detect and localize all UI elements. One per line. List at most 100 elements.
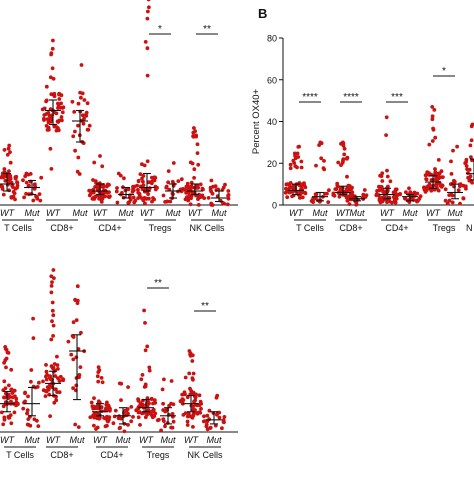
data-point: [296, 155, 301, 159]
data-point: [25, 408, 30, 412]
data-point: [296, 145, 301, 149]
data-point: [0, 410, 4, 415]
data-point: [49, 274, 54, 279]
group-label: T Cells: [6, 450, 34, 460]
data-point: [456, 188, 461, 193]
data-point: [138, 172, 143, 177]
data-point: [56, 128, 61, 133]
data-point: [74, 318, 79, 322]
data-point: [50, 46, 55, 51]
data-point: [122, 176, 126, 181]
data-point: [50, 308, 55, 313]
data-point: [225, 202, 230, 207]
data-point: [82, 98, 87, 102]
data-point: [147, 368, 152, 373]
data-point: [176, 179, 181, 184]
data-point: [185, 419, 190, 424]
data-point: [45, 127, 50, 132]
data-point: [39, 175, 44, 180]
data-point: [100, 164, 105, 169]
data-point: [450, 200, 455, 205]
data-point: [76, 425, 81, 429]
significance-label: **: [203, 24, 211, 35]
data-point: [44, 377, 49, 382]
data-point: [407, 186, 411, 191]
data-point: [162, 419, 166, 423]
data-point: [440, 183, 445, 188]
data-point: [25, 411, 30, 415]
genotype-label: Mut: [206, 435, 222, 445]
column-cd8--mut: [70, 63, 92, 176]
data-point: [469, 138, 474, 143]
data-point: [119, 381, 124, 386]
data-point: [185, 423, 190, 427]
data-point: [131, 184, 135, 189]
genotype-label: WT: [0, 208, 15, 218]
data-point: [74, 383, 79, 388]
y-tick-label: 80: [267, 34, 277, 44]
data-point: [208, 188, 213, 192]
data-point: [48, 75, 53, 80]
data-point: [323, 191, 327, 196]
genotype-label: Mut: [115, 435, 131, 445]
data-point: [44, 112, 49, 116]
data-point: [449, 159, 453, 164]
data-point: [321, 166, 326, 171]
data-point: [402, 196, 407, 201]
data-point: [46, 120, 51, 125]
data-point: [91, 178, 95, 182]
data-point: [433, 170, 438, 175]
genotype-label: Mut: [312, 208, 328, 218]
column-t-cells-wt: [0, 143, 20, 202]
data-point: [140, 162, 144, 167]
data-point: [430, 114, 435, 119]
data-point: [199, 406, 203, 411]
column-cd8--wt: [40, 38, 66, 171]
data-point: [167, 403, 172, 408]
data-point: [2, 167, 7, 171]
data-point: [434, 178, 439, 183]
data-point: [185, 414, 190, 419]
genotype-label: Mut: [72, 208, 88, 218]
data-point: [50, 66, 55, 71]
data-point: [87, 193, 92, 198]
data-point: [147, 365, 152, 370]
data-point: [146, 192, 151, 197]
data-point: [226, 196, 231, 201]
genotype-label: WT: [184, 435, 199, 445]
data-point: [5, 152, 10, 157]
data-point: [146, 9, 150, 14]
data-point: [166, 169, 171, 174]
data-point: [302, 181, 306, 186]
data-point: [196, 203, 201, 207]
data-point: [49, 337, 54, 342]
data-point: [14, 396, 19, 401]
group-label: CD4+: [385, 223, 408, 233]
group-label: CD8+: [339, 223, 362, 233]
data-point: [9, 421, 14, 426]
data-point: [73, 148, 77, 153]
data-point: [119, 398, 123, 402]
data-point: [97, 416, 101, 421]
data-point: [2, 395, 7, 400]
data-point: [194, 410, 199, 415]
data-point: [28, 172, 33, 176]
data-point: [143, 348, 148, 353]
data-point: [284, 186, 288, 191]
data-point: [300, 195, 305, 200]
data-point: [31, 316, 35, 321]
data-point: [377, 188, 382, 193]
genotype-label: WT: [188, 208, 203, 218]
data-point: [106, 404, 110, 408]
data-point: [141, 198, 146, 203]
data-point: [214, 395, 219, 400]
data-point: [226, 189, 231, 193]
data-point: [196, 197, 200, 202]
data-point: [140, 187, 145, 192]
data-point: [159, 428, 164, 433]
data-point: [2, 415, 7, 420]
genotype-label: Mut: [118, 208, 134, 218]
genotype-label: WT: [93, 435, 108, 445]
data-point: [458, 182, 463, 187]
